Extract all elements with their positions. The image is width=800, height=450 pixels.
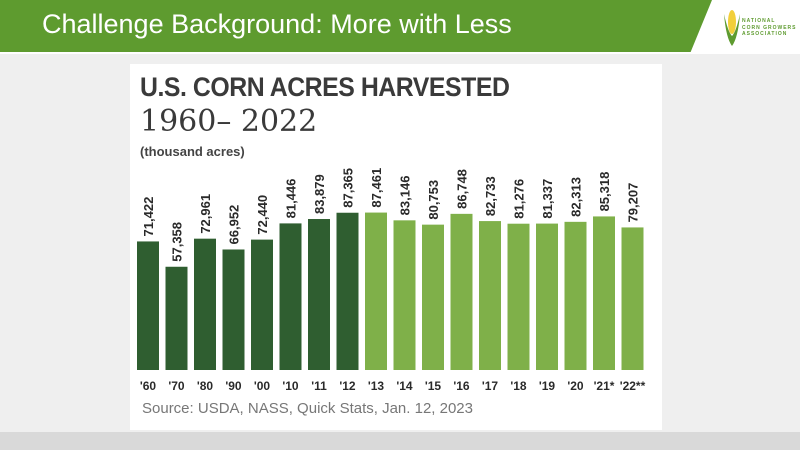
data-label: 79,207 [626, 183, 641, 223]
data-label: 57,358 [170, 222, 185, 262]
data-label: 66,952 [227, 205, 242, 245]
corn-icon [724, 10, 740, 46]
data-label: 87,461 [369, 168, 384, 208]
x-tick-label: '60 [140, 379, 157, 393]
data-label: 71,422 [141, 197, 156, 237]
x-tick-label: '13 [368, 379, 385, 393]
bar [222, 249, 245, 370]
x-tick-label: '11 [311, 379, 327, 393]
unit-label: (thousand acres) [140, 144, 245, 159]
bar [621, 227, 644, 370]
bar [194, 238, 216, 370]
data-label: 81,446 [284, 179, 299, 219]
bar [479, 221, 501, 370]
bar [422, 224, 444, 370]
slide-title: Challenge Background: More with Less [42, 9, 512, 39]
data-label: 85,318 [597, 172, 612, 212]
logo-text-line: NATIONAL [742, 18, 776, 24]
x-tick-label: '16 [453, 379, 470, 393]
bar [279, 223, 302, 370]
data-label: 86,748 [455, 169, 470, 209]
x-tick-label: '70 [168, 379, 185, 393]
bar [593, 216, 615, 370]
logo-text-line: ASSOCIATION [742, 31, 788, 37]
bar [308, 219, 330, 370]
x-tick-label: '12 [339, 379, 356, 393]
x-tick-label: '14 [396, 379, 413, 393]
bar [564, 221, 587, 370]
bar [251, 239, 273, 370]
data-label: 83,879 [312, 174, 327, 214]
x-tick-label: '21* [594, 379, 615, 393]
data-label: 82,733 [483, 176, 498, 216]
chart-subtitle: 1960– 2022 [140, 104, 318, 139]
bar [393, 220, 416, 370]
data-label: 72,961 [198, 194, 213, 234]
x-tick-label: '17 [482, 379, 499, 393]
x-tick-label: '90 [225, 379, 242, 393]
x-tick-label: '10 [282, 379, 299, 393]
ncga-logo: NATIONAL CORN GROWERS ASSOCIATION [722, 6, 798, 48]
bottom-band [0, 432, 800, 450]
chart-panel: U.S. CORN ACRES HARVESTED 1960– 2022 (th… [130, 64, 662, 430]
bar [336, 212, 359, 370]
data-label: 82,313 [569, 177, 584, 217]
bar-chart: 71,422 '60 57,358 '70 72,961 '80 66,952 '90 72,4… [137, 168, 646, 393]
bar [536, 223, 558, 370]
bar [165, 266, 188, 370]
x-tick-label: '15 [425, 379, 442, 393]
source-note: Source: USDA, NASS, Quick Stats, Jan. 12… [142, 400, 473, 417]
x-tick-label: '80 [197, 379, 214, 393]
data-label: 72,440 [255, 195, 270, 235]
x-tick-label: '19 [539, 379, 556, 393]
bar [365, 212, 387, 370]
x-tick-label: '22** [620, 379, 646, 393]
logo-text-line: CORN GROWERS [742, 24, 797, 31]
title-bar [0, 0, 712, 52]
bar [137, 241, 159, 370]
data-label: 80,753 [426, 180, 441, 220]
chart-title: U.S. CORN ACRES HARVESTED [140, 72, 510, 102]
x-tick-label: '20 [567, 379, 584, 393]
x-tick-label: '18 [510, 379, 527, 393]
data-label: 87,365 [341, 168, 356, 208]
data-label: 81,276 [512, 179, 527, 219]
slide-header: Challenge Background: More with Less NAT… [0, 0, 800, 54]
bar [450, 213, 473, 370]
data-label: 81,337 [540, 179, 555, 219]
x-tick-label: '00 [254, 379, 271, 393]
bar [507, 223, 530, 370]
data-label: 83,146 [398, 176, 413, 216]
